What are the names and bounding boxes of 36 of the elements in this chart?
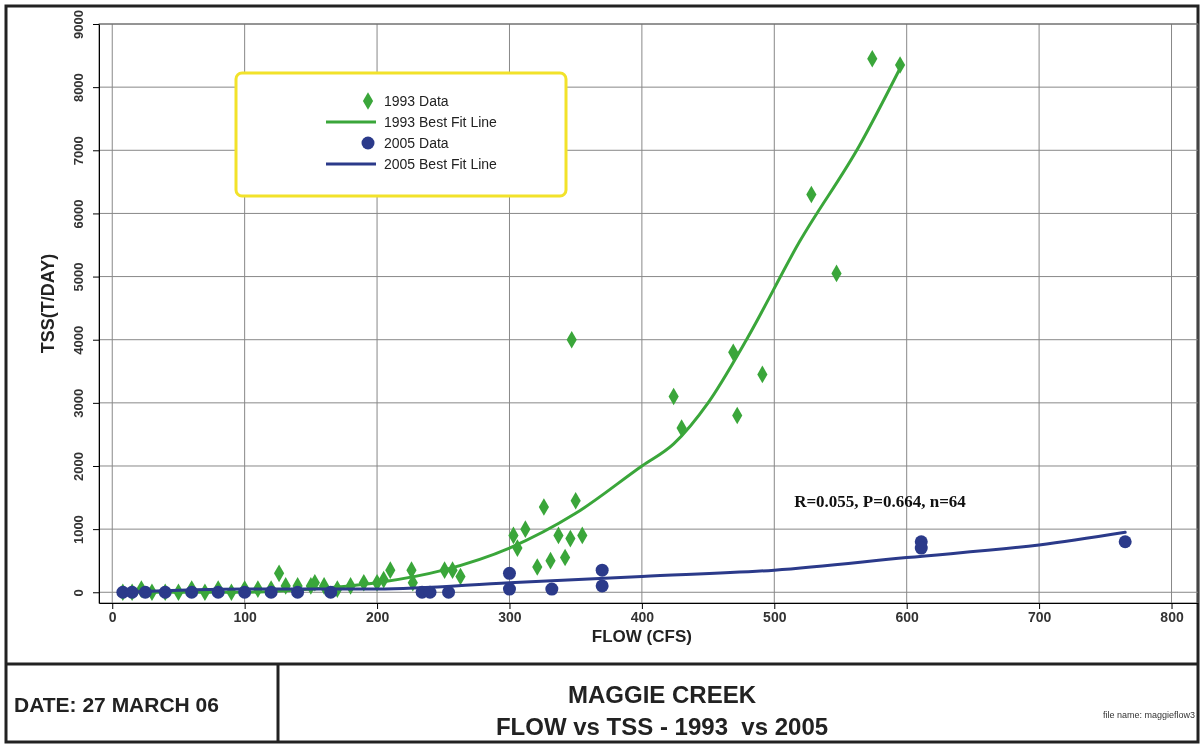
y-tick-label: 2000 xyxy=(71,452,86,481)
x-tick-label: 700 xyxy=(1027,608,1052,625)
x-tick-label: 200 xyxy=(365,608,390,625)
y-tick-label: 5000 xyxy=(71,262,86,292)
x-tick-label: 100 xyxy=(233,608,258,625)
text: file name: maggieflow3 xyxy=(1102,710,1195,720)
annotation: R=0.055, P=0.664, n=64 xyxy=(794,492,967,511)
y-tick-label: 3000 xyxy=(71,388,86,418)
y-tick-label: 8000 xyxy=(71,73,86,103)
x-tick-label: 400 xyxy=(630,608,655,625)
point xyxy=(502,582,516,596)
legend-label: 2005 Data xyxy=(384,135,449,151)
x-tick-label: 300 xyxy=(498,608,522,625)
y-tick-label: 4000 xyxy=(71,325,86,355)
point xyxy=(545,582,559,596)
x-tick-label: 500 xyxy=(763,608,787,625)
point xyxy=(595,563,609,577)
point xyxy=(595,579,609,593)
text: FLOW vs TSS - 1993 vs 2005 xyxy=(495,713,829,740)
x-tick-label: 0 xyxy=(108,608,117,625)
text: DATE: 27 MARCH 06 xyxy=(14,693,219,716)
legend-label: 1993 Best Fit Line xyxy=(384,114,498,130)
y-tick-label: 0 xyxy=(71,589,86,597)
legend-label: 2005 Best Fit Line xyxy=(384,156,498,172)
y-tick-label: 7000 xyxy=(71,136,86,166)
x-tick-label: 800 xyxy=(1160,608,1184,625)
legend-label: 1993 Data xyxy=(384,93,449,109)
point xyxy=(1118,535,1132,549)
y-axis-title: TSS(T/DAY) xyxy=(38,253,58,354)
y-tick-label: 6000 xyxy=(71,199,86,229)
text: MAGGIE CREEK xyxy=(567,681,757,708)
y-tick-label: 9000 xyxy=(71,10,86,39)
point xyxy=(502,566,516,580)
x-axis-title: FLOW (CFS) xyxy=(591,627,692,646)
x-tick-label: 600 xyxy=(895,608,920,625)
y-tick-label: 1000 xyxy=(71,515,86,545)
